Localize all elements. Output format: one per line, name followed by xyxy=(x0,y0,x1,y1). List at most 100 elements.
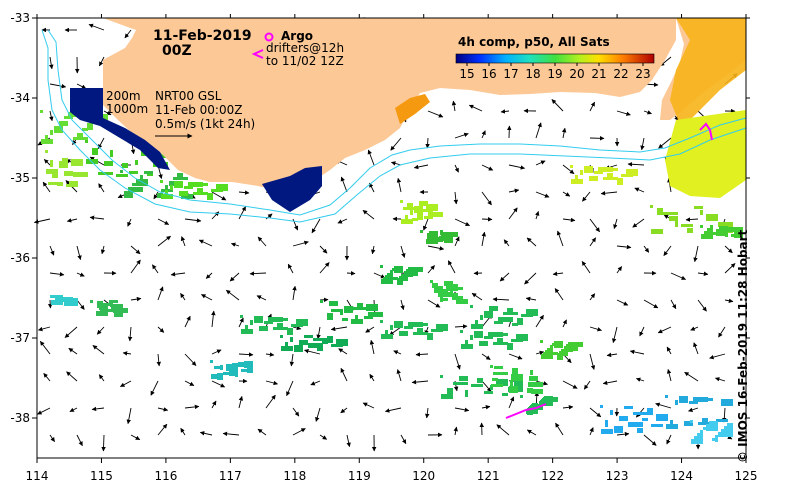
current-vector xyxy=(64,326,78,338)
current-vector xyxy=(471,292,483,301)
sst-pixel xyxy=(428,212,443,217)
sst-pixel xyxy=(721,399,733,406)
sst-pixel xyxy=(520,395,523,398)
current-vector xyxy=(634,187,645,193)
sst-pixel xyxy=(64,171,73,176)
current-vector xyxy=(211,310,216,328)
sst-pixel xyxy=(420,230,423,233)
current-vector xyxy=(37,407,51,415)
current-vector xyxy=(613,218,618,230)
sst-pixel xyxy=(601,429,613,434)
drifter-track xyxy=(699,122,713,141)
sst-pixel xyxy=(419,201,428,206)
sst-pixel xyxy=(440,375,443,378)
lon-tick-label: 118 xyxy=(283,469,306,483)
sst-pixel xyxy=(651,229,663,234)
sst-pixel xyxy=(407,203,413,208)
colorbar-tick-label: 22 xyxy=(613,67,628,81)
lon-tick-label: 125 xyxy=(735,469,758,483)
sst-pixel xyxy=(277,323,283,328)
current-vector xyxy=(42,181,51,193)
current-vector xyxy=(451,100,457,112)
sst-pixel xyxy=(417,328,423,333)
current-vector xyxy=(362,402,375,409)
current-vector xyxy=(709,353,726,360)
current-vector xyxy=(124,29,132,39)
sst-pixel xyxy=(552,343,558,346)
current-vector xyxy=(238,395,244,409)
sst-pixel xyxy=(160,180,163,183)
current-vector xyxy=(257,236,267,247)
current-vector xyxy=(338,348,348,355)
current-vector xyxy=(49,272,65,277)
current-vector xyxy=(103,110,112,116)
sst-pixel xyxy=(368,312,383,317)
lon-tick-label: 116 xyxy=(154,469,177,483)
current-vector xyxy=(714,377,726,382)
sst-pixel xyxy=(111,304,123,311)
sst-pixel xyxy=(459,376,468,381)
current-vector xyxy=(583,380,591,390)
current-vector xyxy=(454,236,460,247)
sst-pixel xyxy=(308,343,323,348)
sst-pixel xyxy=(540,340,543,343)
sst-pixel xyxy=(120,170,123,173)
sst-pixel xyxy=(507,343,513,350)
sst-pixel xyxy=(675,400,678,405)
sst-pixel xyxy=(448,287,463,290)
sst-pixel xyxy=(493,372,508,375)
current-vector xyxy=(184,218,202,223)
current-vector xyxy=(292,240,309,247)
sst-pixel xyxy=(184,186,193,189)
sst-pixel xyxy=(427,233,433,240)
sst-pixel xyxy=(718,432,733,437)
sst-pixel xyxy=(470,335,473,340)
current-vector xyxy=(666,346,672,355)
sst-pixel xyxy=(527,388,533,393)
sst-pixel xyxy=(438,292,453,297)
current-vector xyxy=(535,210,540,220)
map-date: 11-Feb-2019 xyxy=(153,28,252,44)
current-vector xyxy=(697,271,709,277)
current-vector xyxy=(413,164,429,170)
drifters-legend-range: to 11/02 12Z xyxy=(266,54,344,68)
current-vector xyxy=(589,407,602,418)
current-vector xyxy=(43,372,51,382)
sst-pixel xyxy=(381,279,393,284)
current-vector xyxy=(481,130,486,139)
sst-pixel xyxy=(52,173,58,178)
current-vector xyxy=(389,326,402,336)
current-vector xyxy=(316,326,321,340)
sst-pixel xyxy=(502,333,508,336)
sst-pixel xyxy=(390,270,393,275)
current-vector xyxy=(602,380,618,386)
sst-pixel xyxy=(45,135,48,142)
sst-pixel xyxy=(670,420,673,427)
current-vector xyxy=(49,245,55,256)
current-vector xyxy=(503,239,510,247)
current-vector xyxy=(658,137,672,149)
current-vector xyxy=(66,218,78,223)
sst-pixel xyxy=(698,422,713,425)
sst-pixel xyxy=(122,163,128,168)
sst-pixel xyxy=(700,430,703,435)
current-vector xyxy=(551,99,564,112)
sst-pixel xyxy=(633,412,648,415)
colorbar-tick-label: 16 xyxy=(481,67,496,81)
sst-pixel xyxy=(589,176,598,181)
current-vector xyxy=(157,286,164,301)
isobath-1000m-label: 1000m xyxy=(106,102,149,116)
sst-pixel xyxy=(62,158,68,165)
sst-pixel xyxy=(570,165,573,168)
current-vector xyxy=(535,160,546,166)
sst-pixel xyxy=(456,299,468,304)
sst-pixel xyxy=(390,325,393,330)
current-vector xyxy=(616,431,630,437)
colorbar-tick-label: 21 xyxy=(591,67,606,81)
current-vector xyxy=(157,218,170,225)
current-vector xyxy=(685,217,699,222)
current-vector xyxy=(76,272,85,277)
sst-pixel xyxy=(543,352,558,355)
current-vector xyxy=(100,245,106,255)
current-vector xyxy=(611,326,618,344)
